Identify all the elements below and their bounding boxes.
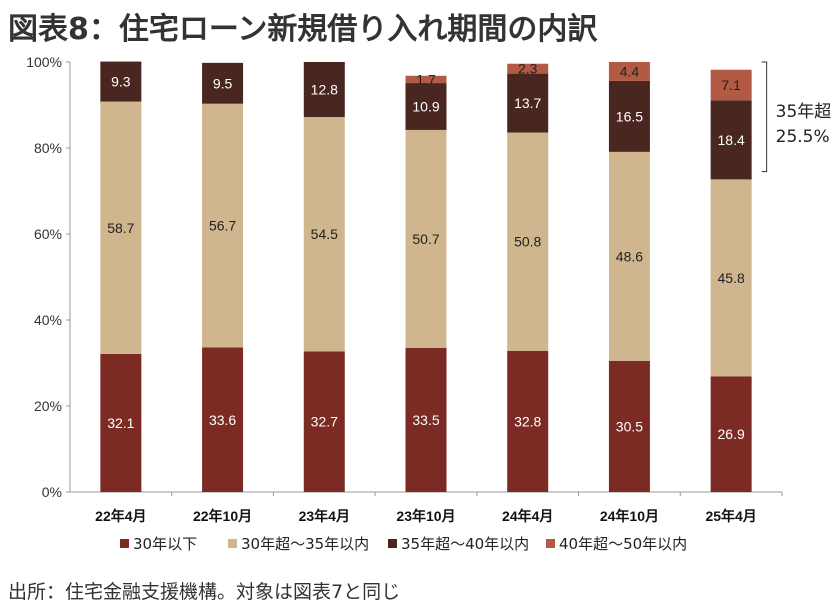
- data-label: 33.6: [209, 412, 236, 428]
- y-tick-label: 60%: [34, 226, 62, 242]
- bar-segment: [202, 62, 244, 104]
- bar-segment: [507, 132, 549, 351]
- data-label: 9.3: [111, 74, 131, 90]
- bar-segment: [405, 347, 447, 492]
- annotation-line2: 25.5%: [776, 127, 830, 147]
- annotation-line1: 35年超: [776, 102, 832, 122]
- data-label: 32.1: [107, 415, 134, 431]
- data-label: 10.9: [412, 99, 439, 115]
- x-tick-label: 22年10月: [193, 508, 252, 524]
- y-tick-label: 80%: [34, 140, 62, 156]
- data-label: 26.9: [718, 426, 745, 442]
- bar-segment: [507, 350, 549, 492]
- data-label: 7.1: [721, 77, 741, 93]
- bar-segment: [608, 360, 650, 492]
- legend-swatch: [120, 539, 129, 548]
- bar-segment: [202, 103, 244, 348]
- source-note: 出所：住宅金融支援機構。対象は図表7と同じ: [8, 581, 401, 603]
- data-label: 54.5: [311, 226, 338, 242]
- data-label: 45.8: [718, 270, 745, 286]
- bar-segment: [710, 69, 752, 101]
- bar-segment: [100, 353, 142, 492]
- legend-label: 35年超～40年以内: [401, 535, 529, 553]
- bar-segment: [202, 347, 244, 492]
- bar-segment: [405, 75, 447, 84]
- data-label: 2.3: [518, 61, 538, 77]
- y-tick-label: 100%: [26, 54, 62, 70]
- bar-segment: [303, 351, 345, 492]
- legend-swatch: [546, 539, 555, 548]
- legend-swatch: [388, 539, 397, 548]
- bar-segment: [507, 73, 549, 133]
- data-label: 48.6: [616, 248, 643, 264]
- y-tick-label: 0%: [42, 484, 62, 500]
- bar-segment: [507, 63, 549, 74]
- x-tick-label: 23年4月: [299, 508, 350, 524]
- data-label: 9.5: [213, 75, 233, 91]
- data-label: 32.8: [514, 413, 541, 429]
- y-tick-label: 40%: [34, 312, 62, 328]
- bar-segment: [100, 61, 142, 102]
- bar-segment: [608, 62, 650, 81]
- legend-label: 30年超～35年以内: [241, 535, 369, 553]
- x-tick-label: 24年10月: [600, 508, 659, 524]
- bar-segment: [608, 151, 650, 361]
- legend-swatch: [228, 539, 237, 548]
- data-label: 18.4: [718, 132, 745, 148]
- bar-segment: [608, 80, 650, 152]
- x-tick-label: 25年4月: [705, 508, 756, 524]
- data-label: 12.8: [311, 82, 338, 98]
- bar-segment: [710, 100, 752, 180]
- data-label: 50.7: [412, 231, 439, 247]
- data-label: 58.7: [107, 220, 134, 236]
- x-tick-label: 23年10月: [396, 508, 455, 524]
- data-label: 4.4: [620, 63, 640, 79]
- data-label: 50.8: [514, 234, 541, 250]
- bar-segment: [405, 83, 447, 130]
- bar-segment: [710, 376, 752, 492]
- legend-label: 40年超～50年以内: [559, 535, 687, 553]
- x-tick-label: 22年4月: [95, 508, 146, 524]
- data-label: 33.5: [412, 412, 439, 428]
- x-tick-label: 24年4月: [502, 508, 553, 524]
- y-tick-label: 20%: [34, 398, 62, 414]
- annotation-bracket: [761, 61, 768, 173]
- data-label: 16.5: [616, 108, 643, 124]
- bar-segment: [303, 62, 345, 118]
- bar-segment: [405, 129, 447, 348]
- data-label: 30.5: [616, 418, 643, 434]
- legend-label: 30年以下: [133, 535, 197, 553]
- bar-segment: [100, 101, 142, 354]
- data-label: 32.7: [311, 414, 338, 430]
- data-label: 13.7: [514, 95, 541, 111]
- data-label: 1.7: [416, 71, 436, 87]
- bar-segment: [710, 179, 752, 377]
- stacked-bar-chart: 0% 20% 40% 60% 80% 100% 32.1 58.7 9.3 22年4月 33.6 56…: [26, 54, 832, 553]
- bar-segment: [303, 117, 345, 352]
- chart-title: 図表8：住宅ローン新規借り入れ期間の内訳: [8, 12, 598, 47]
- data-label: 56.7: [209, 218, 236, 234]
